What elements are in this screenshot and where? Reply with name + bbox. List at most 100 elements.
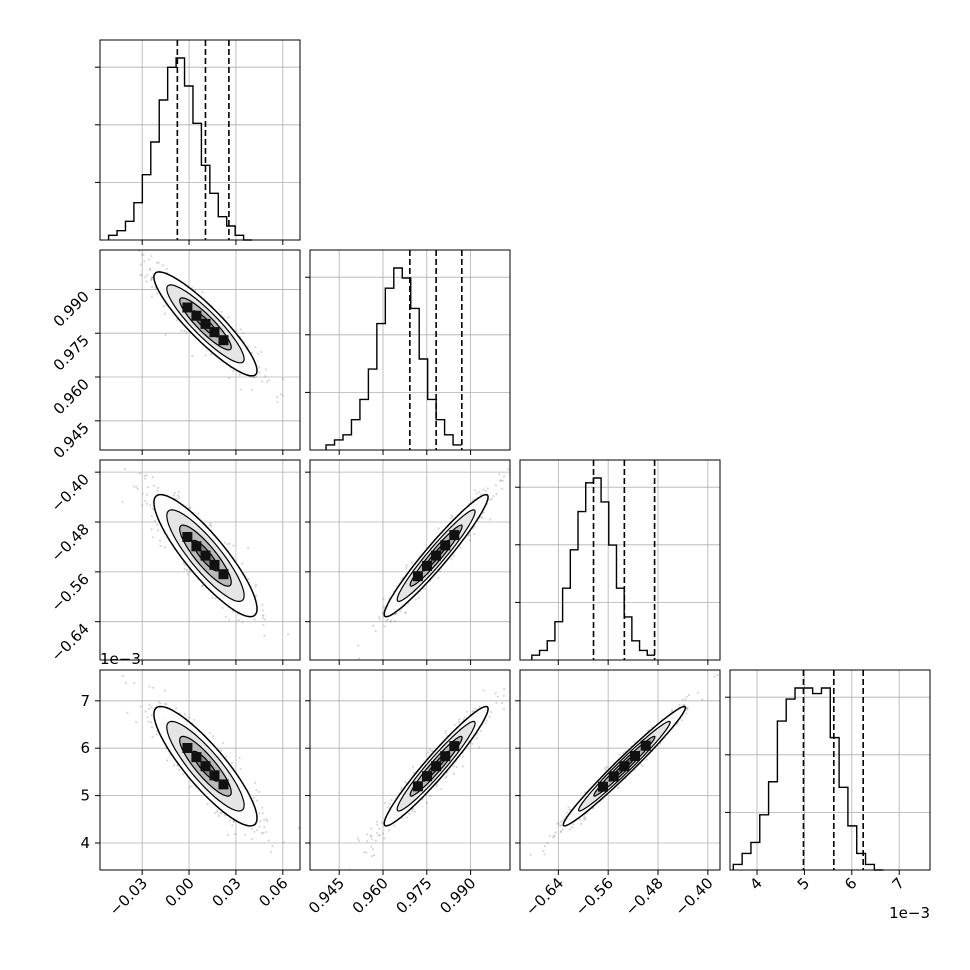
panel-content bbox=[348, 688, 506, 870]
sample-point bbox=[579, 818, 582, 821]
sample-point bbox=[399, 610, 402, 613]
sample-point bbox=[185, 331, 188, 334]
sample-point bbox=[369, 834, 372, 837]
sample-point bbox=[405, 816, 408, 819]
sample-point bbox=[378, 827, 381, 830]
y-tick-label: −0.40 bbox=[48, 470, 93, 515]
sample-point bbox=[371, 848, 375, 851]
sample-point bbox=[682, 703, 685, 707]
sample-point bbox=[208, 524, 211, 527]
panel-frame bbox=[99, 39, 301, 241]
sample-point bbox=[723, 667, 725, 669]
sample-point bbox=[265, 380, 269, 383]
density-core-cell bbox=[412, 781, 423, 792]
sample-point bbox=[146, 493, 149, 496]
sample-point bbox=[191, 354, 194, 357]
sample-point bbox=[262, 624, 265, 627]
panel-frame bbox=[729, 669, 931, 871]
sample-point bbox=[513, 880, 515, 882]
sample-point bbox=[148, 269, 151, 272]
sample-point bbox=[437, 527, 440, 530]
sample-point bbox=[253, 830, 256, 834]
sample-point bbox=[165, 759, 169, 762]
sample-point bbox=[382, 597, 385, 601]
sample-point bbox=[150, 726, 154, 729]
sample-point bbox=[186, 573, 189, 576]
sample-point bbox=[156, 489, 159, 492]
sample-point bbox=[150, 254, 153, 258]
sample-point bbox=[146, 486, 150, 489]
sample-point bbox=[262, 614, 265, 617]
density-core-cell bbox=[182, 302, 193, 313]
sample-point bbox=[146, 274, 149, 277]
panel-background bbox=[310, 460, 510, 660]
sample-point bbox=[400, 788, 403, 791]
sample-point bbox=[165, 703, 168, 706]
sample-point bbox=[150, 278, 153, 281]
sample-point bbox=[257, 352, 260, 355]
sample-point bbox=[494, 484, 497, 487]
sample-point bbox=[553, 834, 556, 837]
sample-point bbox=[151, 286, 154, 289]
sample-point bbox=[159, 544, 162, 548]
sample-point bbox=[429, 795, 432, 798]
sample-point bbox=[136, 487, 139, 491]
sample-point bbox=[140, 274, 143, 277]
sample-point bbox=[411, 810, 414, 813]
sample-point bbox=[155, 261, 158, 264]
sample-point bbox=[671, 709, 674, 712]
y-tick-label: 5 bbox=[80, 787, 90, 805]
sample-point bbox=[264, 375, 267, 378]
sample-point bbox=[371, 838, 374, 841]
sample-point bbox=[261, 614, 264, 617]
sample-point bbox=[151, 507, 154, 511]
sample-point bbox=[401, 576, 404, 579]
x-tick-label: −0.56 bbox=[572, 874, 617, 919]
sample-point bbox=[232, 369, 235, 372]
sample-point bbox=[255, 594, 258, 597]
sample-point bbox=[157, 700, 160, 703]
sample-point bbox=[500, 701, 504, 705]
x-tick-label: −0.40 bbox=[671, 874, 716, 919]
x-tick-label: 5 bbox=[794, 874, 813, 893]
sample-point bbox=[567, 806, 570, 809]
sample-point bbox=[256, 829, 259, 832]
histogram-step-series bbox=[732, 687, 884, 871]
panel-frame bbox=[99, 459, 301, 661]
sample-point bbox=[162, 305, 165, 308]
sample-point bbox=[152, 686, 155, 689]
sample-point bbox=[471, 742, 474, 745]
sample-point bbox=[281, 394, 284, 397]
sample-point bbox=[558, 824, 562, 827]
sample-point bbox=[498, 473, 501, 476]
sample-point bbox=[182, 561, 185, 565]
sample-point bbox=[147, 720, 150, 723]
sample-point bbox=[252, 376, 255, 379]
sample-point bbox=[378, 618, 381, 621]
sample-point bbox=[495, 493, 498, 496]
sample-point bbox=[151, 735, 154, 738]
sample-point bbox=[219, 811, 222, 815]
sample-point bbox=[474, 489, 477, 492]
scatter-panel-3-2 bbox=[513, 667, 725, 882]
sample-point bbox=[156, 529, 160, 532]
sample-point bbox=[271, 845, 274, 848]
sample-point bbox=[410, 561, 414, 564]
sample-point bbox=[461, 755, 465, 758]
sample-point bbox=[374, 839, 377, 842]
sample-point bbox=[164, 334, 167, 337]
sample-point bbox=[228, 618, 231, 621]
sample-point bbox=[183, 713, 186, 716]
panel-background bbox=[100, 250, 300, 450]
scatter-panel-1-0 bbox=[99, 249, 301, 451]
panel-content bbox=[121, 674, 300, 853]
sample-point bbox=[358, 839, 361, 842]
sample-point bbox=[376, 823, 379, 826]
sample-point bbox=[561, 828, 564, 831]
sample-point bbox=[241, 562, 244, 565]
sample-point bbox=[139, 273, 142, 276]
sample-point bbox=[261, 812, 265, 815]
sample-point bbox=[228, 376, 231, 379]
sample-point bbox=[254, 585, 257, 588]
sample-point bbox=[480, 516, 483, 519]
